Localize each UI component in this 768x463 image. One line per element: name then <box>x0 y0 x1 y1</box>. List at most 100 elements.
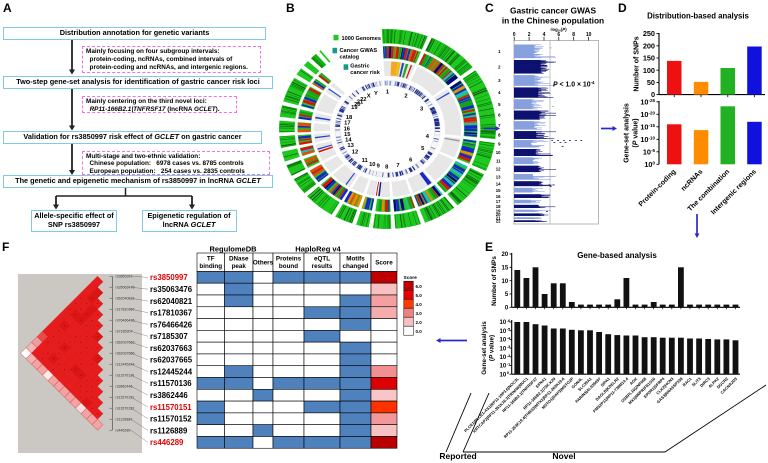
svg-text:catalog: catalog <box>340 55 360 61</box>
svg-text:Distribution-based analysis: Distribution-based analysis <box>647 12 749 21</box>
svg-text:3: 3 <box>420 107 424 113</box>
svg-text:18: 18 <box>496 204 501 209</box>
svg-text:2: 2 <box>404 94 407 100</box>
svg-text:10-25: 10-25 <box>640 97 655 106</box>
svg-text:14: 14 <box>345 137 352 143</box>
svg-text:12: 12 <box>496 167 501 172</box>
svg-text:rs11570136: rs11570136 <box>150 379 192 388</box>
svg-text:10: 10 <box>500 372 507 378</box>
svg-text:0.0: 0.0 <box>416 329 423 334</box>
svg-text:ncRNAs: ncRNAs <box>680 168 704 192</box>
svg-text:5.0: 5.0 <box>416 293 423 298</box>
svg-text:10: 10 <box>500 338 507 344</box>
svg-text:10: 10 <box>500 355 507 361</box>
svg-text:rs446289: rs446289 <box>150 438 184 447</box>
svg-text:0: 0 <box>507 370 510 375</box>
svg-text:rs3850997: rs3850997 <box>150 273 188 282</box>
svg-text:rs17810367: rs17810367 <box>150 309 192 318</box>
svg-text:10: 10 <box>496 150 501 155</box>
svg-text:200: 200 <box>643 41 655 50</box>
svg-text:peak: peak <box>232 263 247 270</box>
svg-text:Motifs: Motifs <box>346 256 365 263</box>
svg-text:19: 19 <box>496 208 501 213</box>
svg-text:9: 9 <box>377 164 381 170</box>
svg-text:6: 6 <box>557 32 560 38</box>
svg-text:10: 10 <box>500 364 507 370</box>
svg-text:rs17810367: rs17810367 <box>116 308 135 312</box>
svg-text:rs1126889: rs1126889 <box>150 426 188 435</box>
svg-text:rs3850997: rs3850997 <box>116 275 133 279</box>
svg-text:4: 4 <box>498 90 501 95</box>
svg-text:10-20: 10-20 <box>640 110 655 119</box>
svg-text:20: 20 <box>354 102 360 108</box>
svg-text:rs12445244: rs12445244 <box>150 367 193 376</box>
svg-text:X: X <box>367 94 371 100</box>
svg-text:6.0: 6.0 <box>416 284 423 289</box>
svg-text:20: 20 <box>496 212 501 217</box>
svg-text:(P value): (P value) <box>633 118 640 147</box>
svg-text:3.0: 3.0 <box>416 311 423 316</box>
svg-text:11: 11 <box>496 158 501 163</box>
svg-text:9: 9 <box>498 141 501 146</box>
svg-text:15: 15 <box>496 188 501 193</box>
svg-text:rs62040821: rs62040821 <box>116 297 135 301</box>
svg-text:13: 13 <box>496 174 501 179</box>
svg-text:10-5: 10-5 <box>643 147 656 156</box>
svg-text:0: 0 <box>651 90 655 99</box>
svg-text:11: 11 <box>362 158 369 164</box>
svg-text:8: 8 <box>572 32 575 38</box>
svg-text:rs7185307: rs7185307 <box>150 332 188 341</box>
svg-text:4.0: 4.0 <box>416 302 423 307</box>
svg-text:Intergenic regions: Intergenic regions <box>710 168 758 216</box>
svg-text:Reported: Reported <box>439 451 476 461</box>
svg-text:10-15: 10-15 <box>640 122 655 131</box>
svg-text:1000 Genomes: 1000 Genomes <box>342 36 382 42</box>
svg-text:Gastric cancer GWAS: Gastric cancer GWAS <box>510 6 597 16</box>
svg-text:-3: -3 <box>507 344 511 349</box>
svg-text:4: 4 <box>426 134 430 140</box>
svg-text:-log: -log <box>550 27 558 32</box>
svg-text:eQTL: eQTL <box>314 256 330 263</box>
svg-text:10: 10 <box>369 162 375 168</box>
svg-text:7: 7 <box>396 163 399 169</box>
svg-text:Score: Score <box>404 275 418 281</box>
svg-text:20: 20 <box>502 252 509 258</box>
svg-text:6: 6 <box>498 113 501 118</box>
svg-text:rs7185307: rs7185307 <box>116 330 133 334</box>
svg-text:8: 8 <box>498 133 501 138</box>
svg-text:6: 6 <box>409 158 413 164</box>
svg-text:P < 1.0 × 10-4: P < 1.0 × 10-4 <box>553 80 595 89</box>
svg-text:19: 19 <box>351 105 358 111</box>
svg-text:Y: Y <box>374 91 378 97</box>
svg-text:5: 5 <box>505 292 509 298</box>
svg-text:18: 18 <box>346 115 353 121</box>
svg-text:Others: Others <box>253 260 274 267</box>
svg-text:in the Chinese population: in the Chinese population <box>502 16 604 26</box>
svg-text:-5: -5 <box>507 327 511 332</box>
svg-text:12: 12 <box>352 150 358 156</box>
svg-text:-2: -2 <box>507 353 511 358</box>
svg-text:rs11570152: rs11570152 <box>116 407 135 411</box>
svg-text:rs1126889: rs1126889 <box>116 418 133 422</box>
svg-text:RegulomeDB: RegulomeDB <box>209 245 257 254</box>
svg-text:changed: changed <box>343 263 369 270</box>
svg-text:cancer risk: cancer risk <box>350 70 380 76</box>
svg-text:15: 15 <box>344 132 351 138</box>
svg-text:17: 17 <box>496 199 501 204</box>
svg-text:Gastric: Gastric <box>350 64 369 70</box>
svg-text:1: 1 <box>498 49 501 54</box>
svg-text:14: 14 <box>496 181 501 186</box>
svg-text:results: results <box>312 263 333 270</box>
svg-text:10: 10 <box>502 279 509 285</box>
svg-text:(P): (P) <box>561 27 567 32</box>
svg-text:Number of SNPs: Number of SNPs <box>634 36 641 91</box>
svg-text:TF: TF <box>207 256 215 263</box>
svg-text:-4: -4 <box>507 335 511 340</box>
svg-text:Proteins: Proteins <box>276 256 302 263</box>
svg-text:100: 100 <box>644 160 655 169</box>
svg-text:0: 0 <box>505 306 509 312</box>
svg-text:rs35063476: rs35063476 <box>150 285 193 294</box>
svg-text:150: 150 <box>643 54 655 63</box>
svg-text:Gene-set analysis: Gene-set analysis <box>481 321 488 375</box>
svg-text:21: 21 <box>357 99 364 105</box>
